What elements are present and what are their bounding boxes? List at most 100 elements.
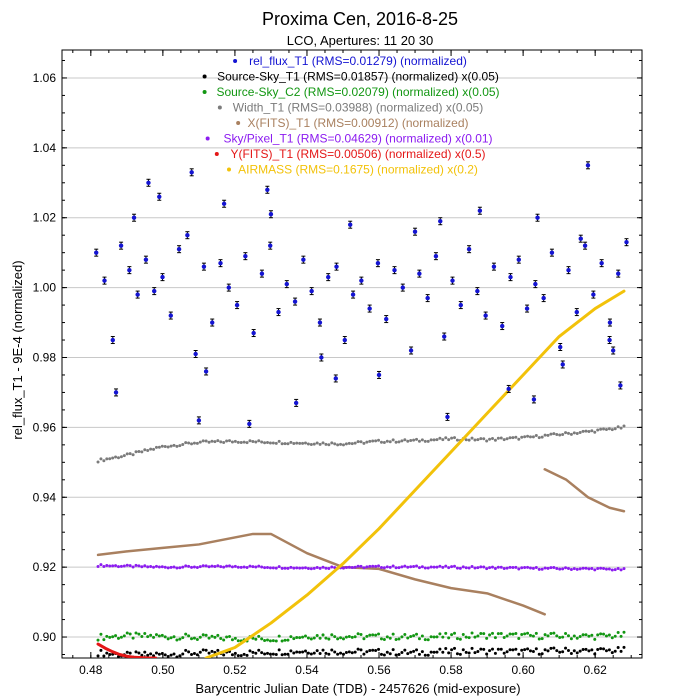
series-point — [268, 566, 272, 570]
series-point — [543, 433, 547, 437]
series-point — [201, 648, 205, 652]
series-point — [581, 429, 585, 433]
series-point — [438, 647, 442, 651]
series-point — [99, 632, 103, 636]
data-point — [234, 302, 240, 308]
series-point — [277, 565, 281, 569]
series-point — [201, 633, 205, 637]
series-point — [602, 427, 606, 431]
series-point — [607, 633, 611, 637]
series-point — [303, 566, 307, 570]
series-point — [210, 649, 214, 653]
series-point — [371, 439, 375, 443]
series-point — [309, 637, 313, 641]
data-point — [442, 334, 447, 339]
series-point — [485, 567, 489, 571]
series-point — [268, 639, 272, 643]
series-point — [587, 567, 591, 571]
series-point — [482, 437, 486, 441]
series-point — [385, 439, 389, 443]
series-point — [613, 427, 617, 431]
series-point — [263, 441, 267, 445]
series-point — [476, 634, 480, 638]
series-point — [146, 635, 150, 639]
x-tick-label: 0.48 — [79, 663, 103, 677]
data-point — [524, 306, 530, 311]
series-point — [502, 651, 506, 655]
series-point — [441, 565, 445, 569]
series-point — [444, 646, 448, 650]
series-point — [406, 565, 410, 569]
series-point — [274, 566, 278, 570]
series-point — [336, 443, 340, 447]
data-point — [392, 267, 397, 273]
series-point — [575, 636, 579, 640]
series-point — [534, 631, 538, 635]
series-point — [210, 564, 214, 568]
y-tick-label: 1.02 — [33, 211, 57, 225]
series-point — [187, 564, 191, 568]
series-point — [371, 633, 375, 637]
series-point — [172, 652, 176, 656]
series-point — [131, 636, 135, 640]
series-point — [403, 438, 407, 442]
data-point — [624, 239, 629, 245]
series-point — [128, 564, 132, 568]
series-point — [417, 652, 421, 656]
data-point — [189, 170, 194, 175]
series-point — [409, 565, 413, 569]
series-point — [257, 439, 261, 443]
series-point — [187, 441, 191, 445]
data-point — [466, 246, 472, 252]
series-point — [286, 638, 290, 642]
series-point — [266, 638, 270, 642]
series-point — [599, 566, 603, 570]
series-point — [429, 650, 433, 654]
series-point — [160, 652, 164, 656]
series-point — [102, 459, 106, 463]
series-point — [102, 564, 106, 568]
series-point — [552, 631, 556, 635]
data-point — [535, 215, 540, 220]
series-point — [301, 650, 305, 654]
series-point — [596, 428, 600, 432]
series-point — [537, 436, 541, 440]
series-point — [444, 564, 448, 568]
series-point — [371, 648, 375, 652]
series-point — [473, 651, 477, 655]
series-point — [505, 650, 509, 654]
data-point — [618, 383, 623, 388]
series-point — [558, 433, 562, 437]
data-point — [541, 295, 546, 301]
series-point — [365, 440, 369, 444]
series-point — [493, 567, 497, 571]
series-point — [374, 648, 378, 652]
series-point — [531, 435, 535, 439]
series-point — [178, 654, 182, 658]
y-tick-label: 1.04 — [33, 141, 57, 155]
series-point — [379, 440, 383, 444]
series-point — [356, 632, 360, 636]
series-point — [230, 638, 234, 642]
series-point — [233, 651, 237, 655]
series-point — [292, 566, 296, 570]
series-point — [596, 566, 600, 570]
series-point — [415, 648, 419, 652]
series-point — [134, 563, 138, 567]
data-point — [610, 348, 616, 353]
series-point — [257, 648, 261, 652]
series-point — [572, 634, 576, 638]
series-point — [312, 636, 316, 640]
series-point — [391, 564, 395, 568]
series-point — [225, 635, 229, 639]
data-point — [400, 285, 405, 290]
series-point — [423, 653, 427, 657]
series-point — [137, 651, 141, 655]
series-point — [403, 564, 407, 568]
series-point — [438, 632, 442, 636]
series-point — [321, 633, 325, 637]
series-point — [616, 425, 620, 429]
series-point — [344, 442, 348, 446]
series-point — [470, 631, 474, 635]
series-point — [391, 632, 395, 636]
